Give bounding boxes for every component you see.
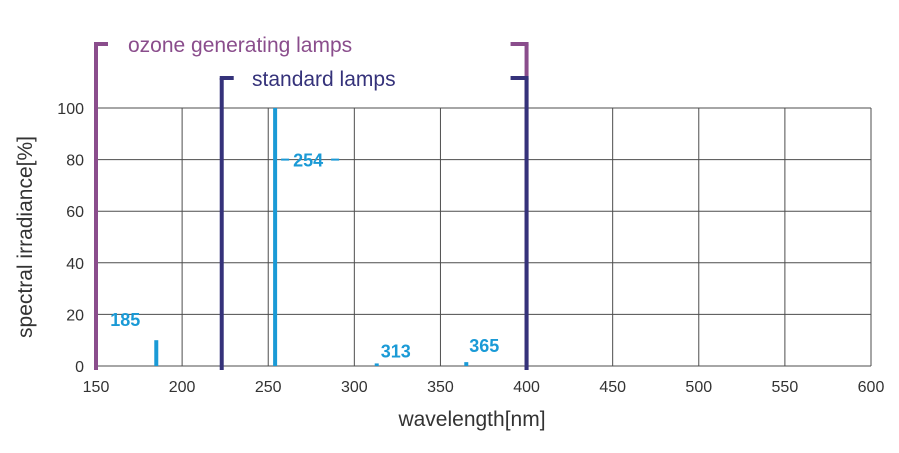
y-tick-label-60: 60	[66, 204, 84, 221]
emission-bar-313	[374, 363, 379, 366]
peak-label-185: 185	[110, 310, 140, 330]
x-tick-label-450: 450	[599, 379, 626, 396]
peak-label-365: 365	[469, 336, 499, 356]
peak-label-313: 313	[381, 341, 411, 361]
emission-lines: 185 254 313 365	[110, 108, 499, 366]
x-axis-title: wavelength[nm]	[397, 408, 545, 431]
range-label-0: ozone generating lamps	[128, 34, 352, 57]
y-tick-label-80: 80	[66, 153, 84, 170]
y-axis-title: spectral irradiance[%]	[14, 136, 37, 338]
x-tick-label-500: 500	[685, 379, 712, 396]
y-tick-label-0: 0	[75, 359, 84, 376]
chart-grid	[95, 107, 872, 367]
x-tick-label-350: 350	[427, 379, 454, 396]
x-tick-label-550: 550	[772, 379, 799, 396]
axis-tick-labels: 150 200 250 300 350 400 450 500 550 600 0 20 40 60 80 1…	[57, 101, 884, 396]
lamp-range-brackets: ozone generating lamps standard lamps	[94, 34, 529, 370]
y-tick-label-20: 20	[66, 307, 84, 324]
y-tick-label-100: 100	[57, 101, 84, 118]
x-tick-label-200: 200	[169, 379, 196, 396]
x-tick-label-300: 300	[341, 379, 368, 396]
peak-label-254: 254	[293, 151, 323, 171]
y-tick-label-40: 40	[66, 256, 84, 273]
x-tick-label-600: 600	[858, 379, 885, 396]
emission-bar-365	[464, 362, 469, 366]
emission-bar-254	[273, 108, 278, 366]
x-tick-label-150: 150	[83, 379, 110, 396]
x-tick-label-400: 400	[513, 379, 540, 396]
x-tick-label-250: 250	[255, 379, 282, 396]
range-label-1: standard lamps	[252, 68, 396, 91]
emission-bar-185	[154, 340, 159, 366]
